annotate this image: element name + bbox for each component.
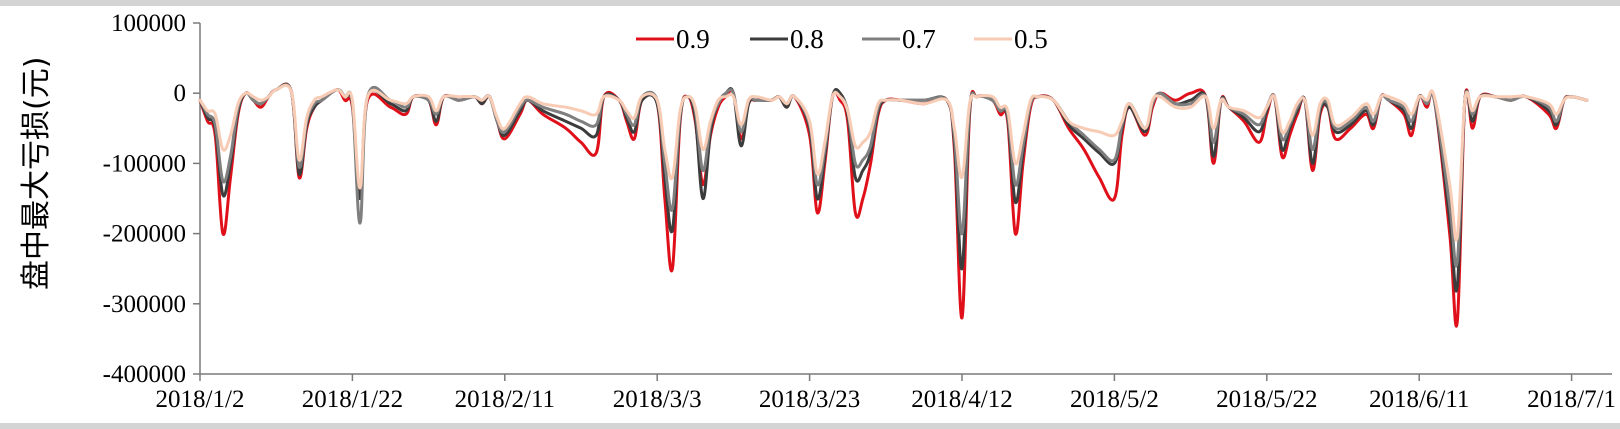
x-tick-label: 2018/3/3 xyxy=(613,386,702,413)
series-line-0-5 xyxy=(198,83,1589,242)
y-tick-label: -300000 xyxy=(103,291,186,318)
legend: 0.9 0.8 0.7 0.5 xyxy=(636,24,1048,54)
y-tick-label: 100000 xyxy=(111,10,186,37)
x-tick-label: 2018/5/22 xyxy=(1216,386,1317,413)
y-tick-label: -400000 xyxy=(103,361,186,388)
x-tick-label: 2018/3/23 xyxy=(759,386,860,413)
x-tick-label: 2018/4/12 xyxy=(911,386,1012,413)
series-layer xyxy=(198,82,1589,328)
x-tick-label: 2018/5/2 xyxy=(1070,386,1159,413)
x-tick-label: 2018/1/22 xyxy=(302,386,403,413)
legend-label-0-9: 0.9 xyxy=(676,24,710,54)
series-line-0-8 xyxy=(198,82,1589,293)
y-tick-label: -100000 xyxy=(103,150,186,177)
series-line-0-9 xyxy=(198,82,1589,328)
y-axis-label: 盘中最大亏损(元) xyxy=(19,57,54,290)
x-tick-label: 2018/1/2 xyxy=(156,386,245,413)
x-tick-label: 2018/7/1 xyxy=(1527,386,1616,413)
legend-label-0-8: 0.8 xyxy=(790,24,824,54)
y-tick-label: -200000 xyxy=(103,221,186,248)
legend-label-0-5: 0.5 xyxy=(1014,24,1048,54)
y-tick-label: 0 xyxy=(174,80,187,107)
x-tick-label: 2018/6/11 xyxy=(1369,386,1469,413)
x-tick-label: 2018/2/11 xyxy=(455,386,555,413)
legend-label-0-7: 0.7 xyxy=(902,24,936,54)
axes: 1000000-100000-200000-300000-4000002018/… xyxy=(103,10,1616,413)
